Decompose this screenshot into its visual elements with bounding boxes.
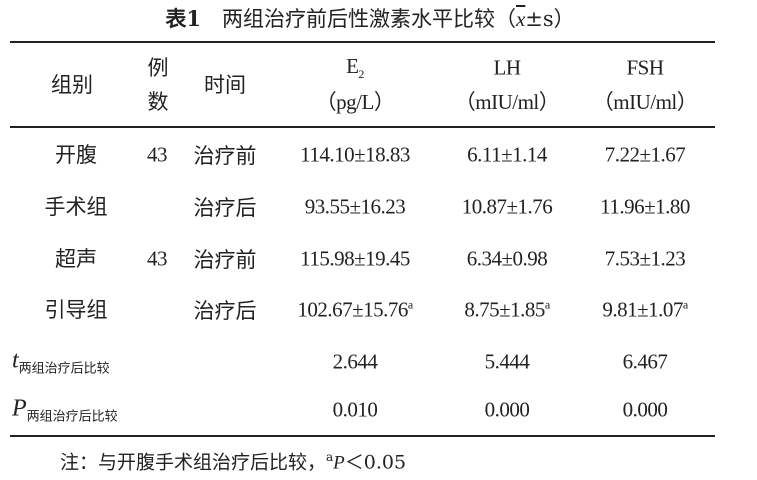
note-sup: a [326,450,334,465]
value-sup: a [544,297,550,312]
stat-symbol: t [12,347,19,374]
group-name: 开腹 [55,143,97,167]
header-name: LH [493,55,522,80]
header-cell: 例 [147,56,169,80]
value-text: 10.87±1.76 [461,194,553,219]
bottom-rule [10,435,715,437]
header-name: E [346,53,359,78]
stat-sub: 两组治疗后比较 [18,361,110,377]
group-n: 43 [147,246,168,271]
header-cell: E2 [346,54,364,82]
title-mean: x [515,7,526,31]
title-text: 两组治疗前后性激素水平比较（ [221,7,516,31]
value-cell: 115.98±19.45 [300,247,410,272]
value-cell: 10.87±1.76 [462,195,553,220]
note-text: ＜0.05 [344,451,407,474]
value-sup: a [682,297,688,312]
stat-label: t两组治疗后比较 [12,347,110,376]
table-title: 表1 两组治疗前后性激素水平比较（x±s） [165,3,574,33]
header-unit: （mIU/ml） [454,90,560,114]
stat-value: 6.467 [622,349,668,374]
value-cell: 7.22±1.67 [605,143,686,168]
header-rule [10,126,715,128]
value-text: 11.96±1.80 [600,194,690,219]
value-text: 7.53±1.23 [604,246,686,271]
value-cell: 11.96±1.80 [600,195,690,220]
group-name: 超声 [55,247,97,271]
header-name: FSH [626,55,664,80]
note-text: 注：与开腹手术组治疗后比较， [60,451,327,474]
header-sub: 2 [358,67,364,82]
stat-value: 0.000 [622,397,668,422]
value-text: 114.10±18.83 [300,142,410,167]
group-n: 43 [147,142,168,167]
value-cell: 102.67±15.76a [297,297,413,323]
time-cell: 治疗后 [193,299,257,323]
value-cell: 93.55±16.23 [305,195,406,220]
value-text: 8.75±1.85 [464,297,545,322]
stat-value: 0.000 [484,397,530,422]
value-cell: 8.75±1.85a [464,297,550,323]
value-cell: 6.11±1.14 [467,143,547,168]
header-cell: 数 [147,90,169,114]
value-cell: 7.53±1.23 [605,247,686,272]
time-cell: 治疗前 [193,144,257,168]
header-cell: 时间 [204,73,246,97]
value-text: 7.22±1.67 [604,142,686,167]
table-note: 注：与开腹手术组治疗后比较，aP＜0.05 [60,448,406,475]
value-cell: 114.10±18.83 [300,143,410,168]
title-rest: ±s） [525,7,575,31]
value-text: 93.55±16.23 [304,194,406,219]
value-text: 115.98±19.45 [300,246,410,271]
value-text: 6.11±1.14 [467,142,547,167]
stat-symbol: P [12,395,27,422]
value-text: 102.67±15.76 [297,297,408,322]
note-symbol: P [333,452,345,474]
group-name: 手术组 [44,195,108,219]
stat-value: 2.644 [332,349,378,374]
header-cell: 组别 [51,73,93,97]
value-sup: a [407,297,413,312]
header-unit: （pg/L） [315,90,395,114]
stat-label: P两组治疗后比较 [12,395,118,424]
group-name: 引导组 [44,298,108,322]
value-text: 9.81±1.07 [602,297,683,322]
title-label: 表1 [165,6,201,31]
value-cell: 9.81±1.07a [602,297,688,323]
value-cell: 6.34±0.98 [467,247,548,272]
top-rule [10,41,715,43]
stat-sub: 两组治疗后比较 [26,409,118,425]
stat-value: 5.444 [484,349,530,374]
time-cell: 治疗后 [193,196,257,220]
stat-value: 0.010 [332,397,378,422]
header-unit: （mIU/ml） [592,90,698,114]
time-cell: 治疗前 [193,248,257,272]
value-text: 6.34±0.98 [466,246,548,271]
